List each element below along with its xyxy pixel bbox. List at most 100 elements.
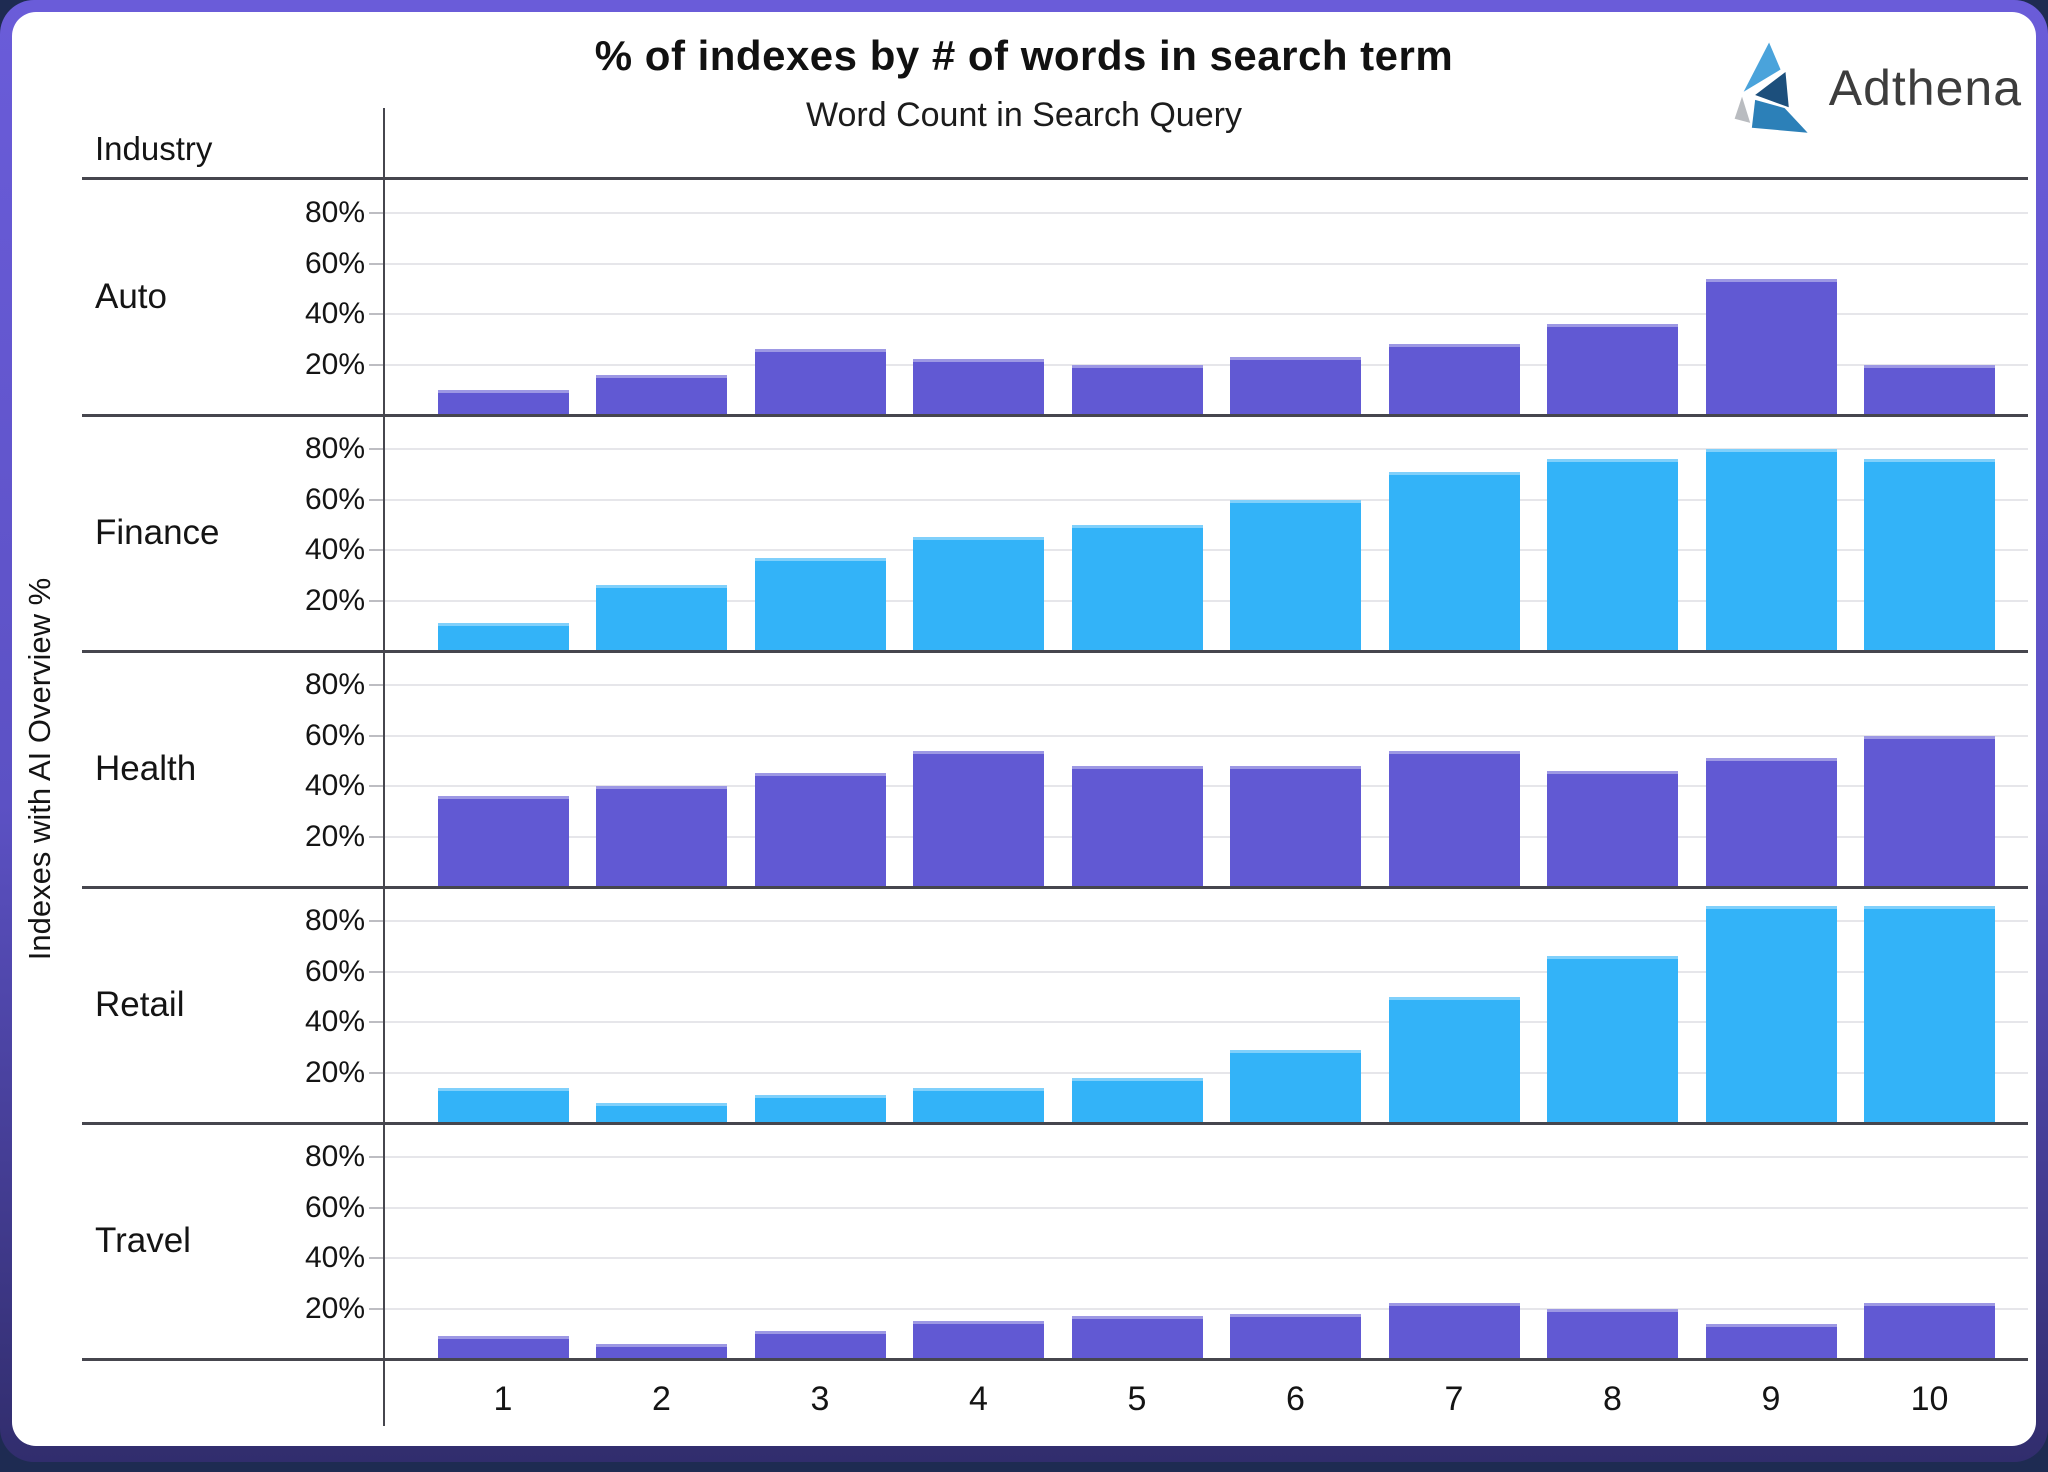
bar-retail-2 (596, 1102, 727, 1123)
bar-travel-1 (437, 1336, 569, 1359)
bar-retail-5 (1071, 1077, 1203, 1123)
tick-mark-80 (369, 920, 383, 922)
bar-health-5 (1071, 765, 1203, 887)
y-tick-label: 20% (304, 819, 365, 853)
x-tick-label-7: 7 (1444, 1380, 1464, 1418)
tick-mark-40 (369, 549, 383, 551)
x-tick-label-1: 1 (493, 1380, 513, 1418)
bar-auto-2 (596, 374, 727, 415)
x-tick-label-8: 8 (1603, 1380, 1622, 1418)
bar-health-10 (1864, 735, 1995, 887)
bar-health-8 (1547, 770, 1678, 887)
bar-auto-8 (1547, 324, 1678, 415)
tick-mark-80 (369, 684, 383, 686)
bar-auto-4 (913, 359, 1044, 415)
gridline-40 (383, 785, 2028, 787)
bar-travel-3 (754, 1331, 886, 1359)
y-tick-label: 40% (304, 769, 365, 802)
bar-finance-3 (754, 557, 886, 651)
x-tick-label-4: 4 (969, 1380, 988, 1418)
bar-retail-10 (1864, 905, 1995, 1123)
y-tick-label: 60% (304, 246, 365, 280)
y-tick-label: 40% (304, 533, 365, 566)
y-tick-label: 60% (304, 482, 365, 516)
tick-mark-20 (369, 1307, 383, 1310)
faceted-bar-chart: 20% 40% 60% 80% Auto 20% 40% 60% 80% Finance 20% 40… (12, 12, 2036, 1446)
adthena-logo-text: Adthena (1828, 60, 2022, 116)
facet-separator-line (82, 886, 2028, 889)
facet-label-finance: Finance (95, 513, 220, 552)
y-tick-label: 60% (304, 954, 365, 988)
gridline-60 (383, 734, 2028, 737)
bar-travel-7 (1388, 1303, 1520, 1359)
bar-travel-2 (596, 1343, 727, 1359)
y-tick-label: 80% (304, 904, 365, 937)
gridline-60 (383, 970, 2028, 973)
bar-health-2 (596, 786, 727, 887)
bar-auto-10 (1864, 364, 1995, 415)
tick-mark-40 (369, 1021, 383, 1023)
bar-travel-4 (913, 1321, 1044, 1359)
x-tick-label-9: 9 (1761, 1380, 1781, 1418)
facet-label-travel: Travel (95, 1221, 191, 1260)
adthena-logo: Adthena (1733, 38, 2022, 138)
gridline-60 (383, 262, 2028, 265)
gridline-20 (383, 835, 2028, 838)
y-tick-label: 60% (304, 1190, 365, 1224)
bar-travel-9 (1705, 1323, 1837, 1359)
tick-mark-60 (369, 262, 383, 265)
y-tick-label: 20% (304, 1291, 365, 1325)
gridline-80 (383, 920, 2028, 922)
bar-travel-6 (1230, 1313, 1361, 1359)
header-separator-line (82, 177, 2028, 180)
x-tick-label-5: 5 (1127, 1380, 1147, 1418)
bar-retail-4 (913, 1087, 1044, 1123)
chart-title: % of indexes by # of words in search ter… (594, 32, 1454, 79)
gridline-80 (383, 1156, 2028, 1158)
adthena-triangle-icon (1734, 42, 1808, 133)
gridline-80 (383, 684, 2028, 686)
chart-card: % of indexes by # of words in search ter… (12, 12, 2036, 1446)
bar-health-6 (1230, 765, 1361, 887)
x-tick-label-10: 10 (1910, 1380, 1949, 1418)
y-tick-label: 80% (304, 1140, 365, 1173)
y-tick-label: 60% (304, 718, 365, 752)
y-axis-line (383, 108, 385, 1426)
bar-retail-3 (754, 1095, 886, 1123)
facet-row-health: 20% 40% 60% 80% Health (12, 651, 2036, 889)
y-tick-label: 40% (304, 1241, 365, 1274)
bar-finance-8 (1547, 459, 1678, 651)
bar-finance-9 (1705, 449, 1837, 651)
bar-finance-10 (1864, 459, 1995, 651)
facet-row-travel: 20% 40% 60% 80% Travel (12, 1123, 2036, 1361)
facet-label-auto: Auto (95, 277, 167, 316)
facet-row-retail: 20% 40% 60% 80% Retail (12, 887, 2036, 1125)
tick-mark-20 (369, 835, 383, 838)
gridline-20 (383, 1307, 2028, 1310)
tick-mark-40 (369, 785, 383, 787)
facet-label-health: Health (95, 749, 197, 788)
tick-mark-20 (369, 1071, 383, 1074)
tick-mark-40 (369, 1257, 383, 1259)
bar-retail-9 (1705, 905, 1837, 1123)
bar-travel-10 (1864, 1303, 1995, 1359)
gridline-60 (383, 498, 2028, 501)
bar-retail-7 (1388, 996, 1520, 1123)
y-tick-label: 20% (304, 347, 365, 381)
y-tick-label: 80% (304, 668, 365, 701)
gridline-20 (383, 1071, 2028, 1074)
x-tick-label-2: 2 (652, 1380, 671, 1418)
gridline-40 (383, 313, 2028, 315)
bar-auto-3 (754, 349, 886, 415)
bar-travel-5 (1071, 1316, 1203, 1359)
x-tick-label-6: 6 (1286, 1380, 1305, 1418)
tick-mark-20 (369, 363, 383, 366)
y-tick-label: 80% (304, 196, 365, 229)
bar-health-9 (1705, 758, 1837, 887)
facet-separator-line (82, 414, 2028, 417)
facet-separator-line (82, 650, 2028, 653)
gridline-60 (383, 1206, 2028, 1209)
facet-separator-line (82, 1122, 2028, 1125)
y-tick-label: 20% (304, 1055, 365, 1089)
